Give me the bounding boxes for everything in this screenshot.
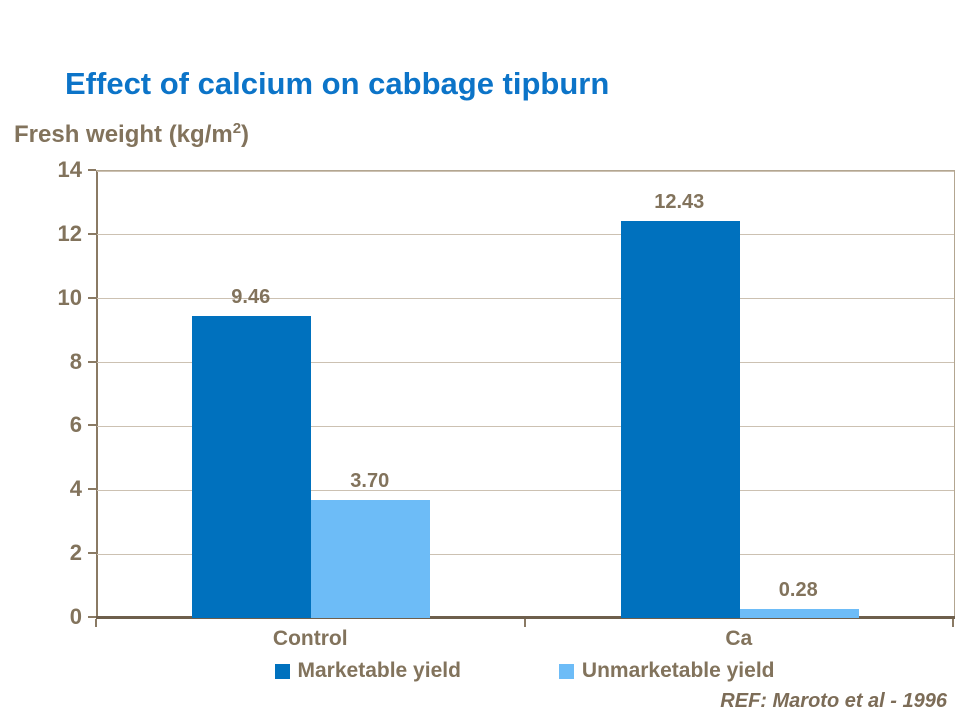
legend-swatch-marketable	[274, 663, 290, 679]
legend: Marketable yield Unmarketable yield	[96, 659, 953, 683]
x-axis-tick	[523, 619, 526, 627]
bar-control-marketable	[192, 315, 312, 618]
legend-item-unmarketable: Unmarketable yield	[558, 659, 775, 683]
y-axis-tick	[88, 232, 96, 235]
gridline	[97, 234, 954, 236]
x-category-label: Control	[272, 627, 348, 650]
y-axis-tick	[88, 424, 96, 427]
x-axis-line	[96, 616, 955, 619]
y-axis-tick-label: 2	[69, 540, 82, 566]
bar-value-label: 12.43	[654, 191, 705, 214]
y-axis-title-close: )	[241, 121, 250, 148]
bar-control-unmarketable	[311, 499, 431, 618]
bar-value-label: 0.28	[778, 579, 818, 602]
bar-ca-unmarketable	[739, 609, 859, 618]
plot-area	[96, 170, 955, 619]
y-axis-tick	[88, 616, 96, 618]
y-axis-line	[96, 171, 98, 618]
x-axis-tick	[95, 619, 97, 627]
y-axis-tick-label: 10	[57, 284, 82, 310]
gridline	[97, 362, 954, 364]
x-axis-tick	[952, 619, 954, 627]
reference-citation: REF: Maroto et al - 1996	[720, 690, 947, 712]
y-axis-title-text: Fresh weight (kg/m	[14, 121, 233, 148]
y-axis-tick-label: 4	[69, 476, 82, 502]
y-axis-tick-label: 14	[57, 157, 82, 182]
legend-label-marketable: Marketable yield	[297, 659, 461, 682]
y-axis-tick-label: 6	[69, 412, 82, 438]
legend-item-marketable: Marketable yield	[274, 659, 461, 683]
y-axis-title-superscript: 2	[232, 120, 242, 137]
x-category-label: Ca	[725, 627, 753, 650]
gridline	[97, 170, 954, 172]
y-axis-tick	[88, 552, 96, 555]
y-axis-tick	[88, 169, 96, 171]
y-axis-tick	[88, 296, 96, 299]
y-axis-title: Fresh weight (kg/m2)	[14, 120, 249, 149]
gridline	[97, 298, 954, 300]
y-axis-tick-label: 0	[69, 604, 82, 629]
bar-value-label: 9.46	[231, 285, 271, 308]
legend-swatch-unmarketable	[558, 663, 574, 679]
bar-ca-marketable	[620, 221, 740, 618]
chart-title: Effect of calcium on cabbage tipburn	[65, 66, 610, 101]
gridline	[97, 553, 954, 555]
legend-label-unmarketable: Unmarketable yield	[581, 659, 775, 682]
gridline	[97, 489, 954, 491]
y-axis-tick	[88, 360, 96, 363]
bar-value-label: 3.70	[350, 469, 390, 492]
gridline	[97, 425, 954, 427]
y-axis-tick-label: 12	[57, 220, 82, 246]
y-axis-tick	[88, 488, 96, 491]
y-axis-tick-label: 8	[69, 348, 82, 374]
